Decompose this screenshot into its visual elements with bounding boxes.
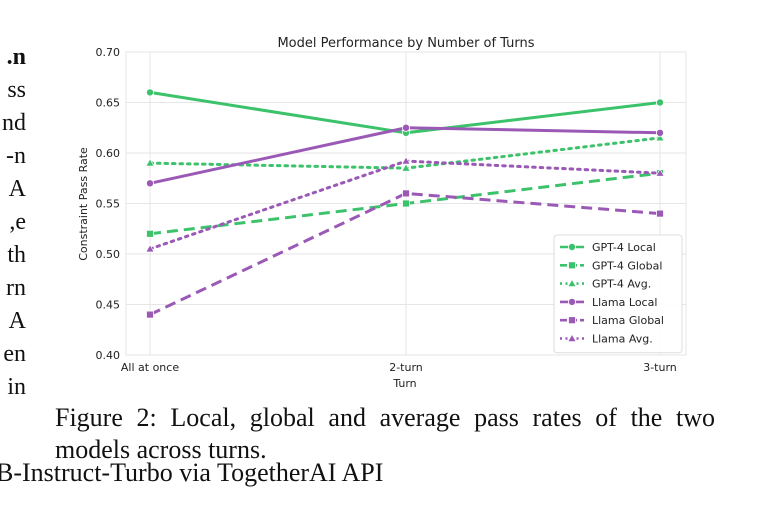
left-fragment: in xyxy=(7,374,26,400)
chart-title: Model Performance by Number of Turns xyxy=(277,36,534,51)
data-point xyxy=(401,163,411,172)
legend: GPT-4 Local GPT-4 Global GPT-4 Avg. Llama L… xyxy=(553,234,683,354)
legend-label: GPT-4 Global xyxy=(592,259,662,272)
legend-marker xyxy=(567,333,577,342)
series-line xyxy=(149,191,661,316)
data-point xyxy=(656,209,664,218)
y-tick-label: 0.70 xyxy=(96,46,121,59)
y-tick-label: 0.60 xyxy=(96,147,121,160)
x-tick-label: 2-turn xyxy=(389,361,423,374)
legend-label: Llama Global xyxy=(592,314,664,327)
legend-marker xyxy=(567,242,576,251)
x-tick-labels: All at once 2-turn 3-turn xyxy=(121,361,677,374)
y-tick-label: 0.55 xyxy=(96,198,121,211)
data-point xyxy=(146,179,155,188)
legend-marker xyxy=(568,316,576,325)
y-tick-label: 0.65 xyxy=(96,97,121,110)
figure-caption: Figure 2: Local, global and average pass… xyxy=(55,403,715,464)
data-point xyxy=(655,133,665,142)
left-fragment: rn xyxy=(6,275,26,301)
x-axis-label: Turn xyxy=(392,377,416,390)
line-chart: Model Performance by Number of Turns 0.4… xyxy=(77,36,687,390)
left-fragment: ss xyxy=(7,77,26,103)
data-point xyxy=(401,156,411,165)
series-group xyxy=(145,88,665,319)
y-tick-label: 0.50 xyxy=(96,248,121,261)
y-tick-label: 0.40 xyxy=(96,349,121,362)
legend-label: Llama Avg. xyxy=(592,333,653,346)
legend-marker xyxy=(567,297,576,306)
legend-label: GPT-4 Local xyxy=(592,241,656,254)
data-point xyxy=(401,123,410,132)
data-point xyxy=(655,168,665,177)
left-fragment: n- xyxy=(6,143,26,169)
data-point xyxy=(656,128,665,137)
left-fragment: n. xyxy=(6,44,26,70)
left-fragment: A xyxy=(8,308,26,334)
data-point xyxy=(402,199,410,208)
left-fragment: A xyxy=(8,176,26,202)
data-point xyxy=(146,229,154,238)
left-fragment: nd xyxy=(2,110,26,136)
legend-label: GPT-4 Avg. xyxy=(592,278,651,291)
left-column-text: n. ss nd n- A e, th rn A en in xyxy=(0,41,26,404)
legend-box xyxy=(553,234,683,354)
y-tick-label: 0.45 xyxy=(96,299,121,312)
data-point xyxy=(402,189,410,198)
y-axis-label: Constraint Pass Rate xyxy=(77,147,90,261)
legend-marker xyxy=(568,261,576,270)
left-fragment: e, xyxy=(9,209,26,235)
left-fragment: en xyxy=(3,341,26,367)
x-tick-label: 3-turn xyxy=(643,361,677,374)
left-fragment: th xyxy=(7,242,26,268)
body-text-line: B-Instruct-Turbo via TogetherAI API xyxy=(0,458,384,487)
legend-marker xyxy=(567,278,577,287)
x-tick-label: All at once xyxy=(121,361,179,374)
data-point xyxy=(146,88,155,97)
data-point xyxy=(145,158,155,167)
y-tick-labels: 0.40 0.45 0.50 0.55 0.60 0.65 0.70 xyxy=(96,46,121,362)
data-point xyxy=(145,244,155,253)
data-point xyxy=(656,98,665,107)
data-point xyxy=(146,310,154,319)
legend-label: Llama Local xyxy=(592,296,657,309)
plot-frame xyxy=(125,51,687,356)
